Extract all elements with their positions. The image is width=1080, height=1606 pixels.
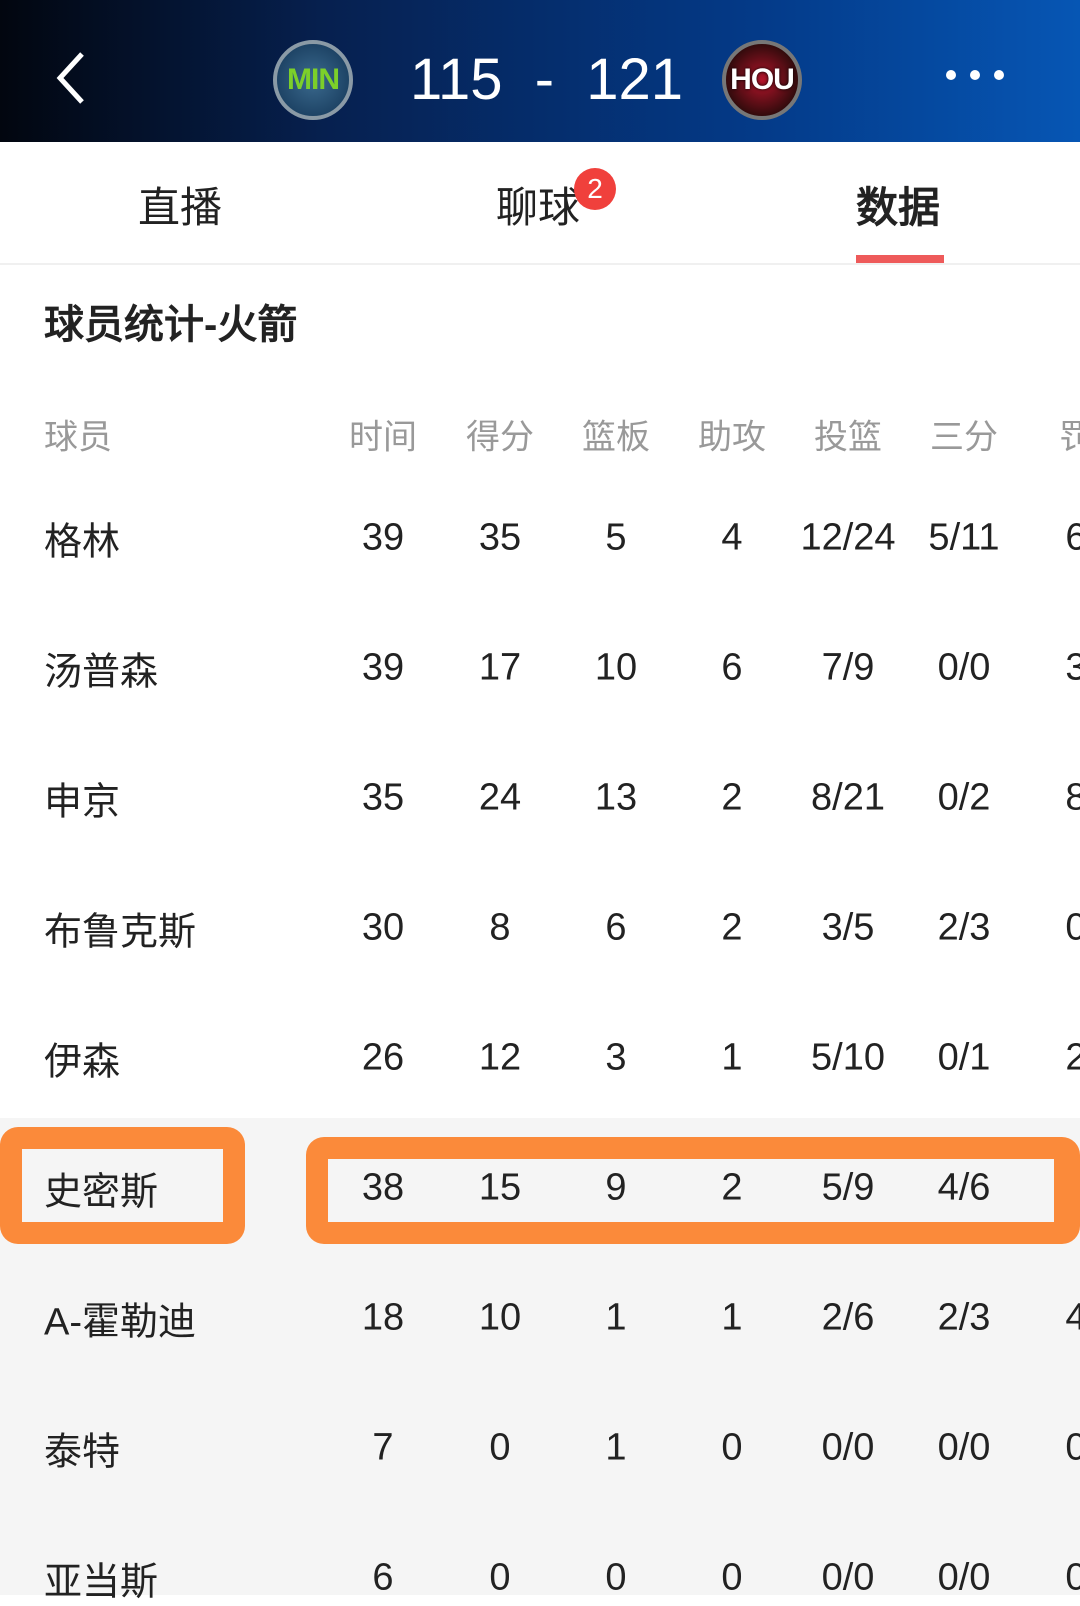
stat-cell: 0/0 — [937, 1556, 991, 1599]
stat-cell: 12 — [478, 1036, 522, 1079]
stat-cell: 0 — [1065, 1426, 1080, 1469]
player-name[interactable]: 伊森 — [44, 1041, 121, 1084]
player-name[interactable]: A-霍勒迪 — [44, 1301, 197, 1344]
tab-chat[interactable]: 聊球 — [496, 184, 581, 231]
player-name[interactable]: 汤普森 — [44, 651, 159, 694]
stat-cell: 6 — [605, 906, 627, 949]
stat-cell: 24 — [478, 776, 522, 819]
stat-cell: 2/6 — [821, 1296, 875, 1339]
highlight-name-box — [0, 1127, 245, 1244]
stat-cell: 39 — [361, 516, 405, 559]
column-header: 罚 — [1059, 418, 1080, 457]
highlight-stats-box — [306, 1137, 1080, 1244]
column-header: 三分 — [930, 418, 998, 457]
active-tab-indicator — [856, 255, 944, 263]
stat-cell: 0/0 — [937, 646, 991, 689]
stat-cell: 38 — [361, 1166, 405, 1209]
away-team-logo[interactable]: HOU — [722, 40, 802, 120]
stat-cell: 2 — [1065, 1036, 1080, 1079]
stat-cell: 6 — [372, 1556, 394, 1599]
stat-cell: 0/0 — [937, 1426, 991, 1469]
chat-badge: 2 — [574, 168, 616, 210]
stat-cell: 2 — [721, 906, 743, 949]
stat-cell: 0/0 — [821, 1426, 875, 1469]
section-title: 球员统计-火箭 — [44, 303, 298, 347]
stat-cell: 30 — [361, 906, 405, 949]
stat-cell: 0 — [605, 1556, 627, 1599]
stat-cell: 2 — [721, 1166, 743, 1209]
stat-cell: 1 — [721, 1036, 743, 1079]
tab-live[interactable]: 直播 — [138, 184, 223, 231]
table-bg — [0, 1118, 1080, 1595]
stat-cell: 9 — [605, 1166, 627, 1209]
game-header: MIN 115 - 121 HOU — [0, 0, 1080, 142]
stat-cell: 6 — [721, 646, 743, 689]
stat-cell: 0 — [1065, 906, 1080, 949]
player-name[interactable]: 泰特 — [44, 1431, 121, 1474]
column-header: 得分 — [466, 418, 534, 457]
stat-cell: 0 — [489, 1556, 511, 1599]
stat-cell: 26 — [361, 1036, 405, 1079]
player-name[interactable]: 布鲁克斯 — [44, 911, 197, 954]
stat-cell: 3/5 — [821, 906, 875, 949]
player-name[interactable]: 格林 — [44, 521, 121, 564]
column-header: 球员 — [44, 418, 112, 457]
stat-cell: 15 — [478, 1166, 522, 1209]
stat-cell: 35 — [361, 776, 405, 819]
stat-cell: 2 — [721, 776, 743, 819]
stat-cell: 17 — [478, 646, 522, 689]
stat-cell: 18 — [361, 1296, 405, 1339]
stat-cell: 2/3 — [937, 1296, 991, 1339]
player-name[interactable]: 史密斯 — [44, 1171, 159, 1214]
stat-cell: 0/1 — [937, 1036, 991, 1079]
stat-cell: 4/6 — [937, 1166, 991, 1209]
player-name[interactable]: 申京 — [44, 781, 121, 824]
column-header: 投篮 — [814, 418, 882, 457]
stat-cell: 1 — [605, 1296, 627, 1339]
stat-cell: 5 — [605, 516, 627, 559]
stat-cell: 1 — [605, 1426, 627, 1469]
stat-cell: 5/10 — [811, 1036, 885, 1079]
stat-cell: 0 — [721, 1556, 743, 1599]
column-header: 时间 — [349, 418, 417, 457]
stat-cell: 0 — [721, 1426, 743, 1469]
stat-cell: 5/11 — [928, 516, 1000, 559]
stat-cell: 0 — [1065, 1556, 1080, 1599]
stat-cell: 0/2 — [937, 776, 991, 819]
stat-cell: 39 — [361, 646, 405, 689]
stat-cell: 4 — [1065, 1296, 1080, 1339]
stat-cell: 35 — [478, 516, 522, 559]
stat-cell: 13 — [594, 776, 638, 819]
more-icon[interactable] — [946, 70, 1004, 80]
stat-cell: 0/0 — [821, 1556, 875, 1599]
column-header: 助攻 — [698, 418, 766, 457]
stat-cell: 6 — [1065, 516, 1080, 559]
stat-cell: 10 — [594, 646, 638, 689]
column-header: 篮板 — [582, 418, 650, 457]
stat-cell: 10 — [478, 1296, 522, 1339]
stat-cell: 8/21 — [811, 776, 885, 819]
stat-cell: 3 — [605, 1036, 627, 1079]
stat-cell: 2/3 — [937, 906, 991, 949]
stat-cell: 5/9 — [821, 1166, 875, 1209]
back-icon[interactable] — [52, 48, 102, 108]
home-team-logo[interactable]: MIN — [273, 40, 353, 120]
tab-bar: 直播 聊球 数据 — [0, 142, 1080, 265]
score: 115 - 121 — [410, 47, 684, 112]
stat-cell: 0 — [489, 1426, 511, 1469]
stat-cell: 12/24 — [800, 516, 896, 559]
player-name[interactable]: 亚当斯 — [44, 1561, 159, 1604]
stat-cell: 8 — [1065, 776, 1080, 819]
stat-cell: 4 — [721, 516, 743, 559]
stat-cell: 7 — [372, 1426, 394, 1469]
stat-cell: 1 — [721, 1296, 743, 1339]
stat-cell: 8 — [489, 906, 511, 949]
stat-cell: 3 — [1065, 646, 1080, 689]
tab-stats[interactable]: 数据 — [856, 184, 941, 231]
stat-cell: 7/9 — [821, 646, 875, 689]
